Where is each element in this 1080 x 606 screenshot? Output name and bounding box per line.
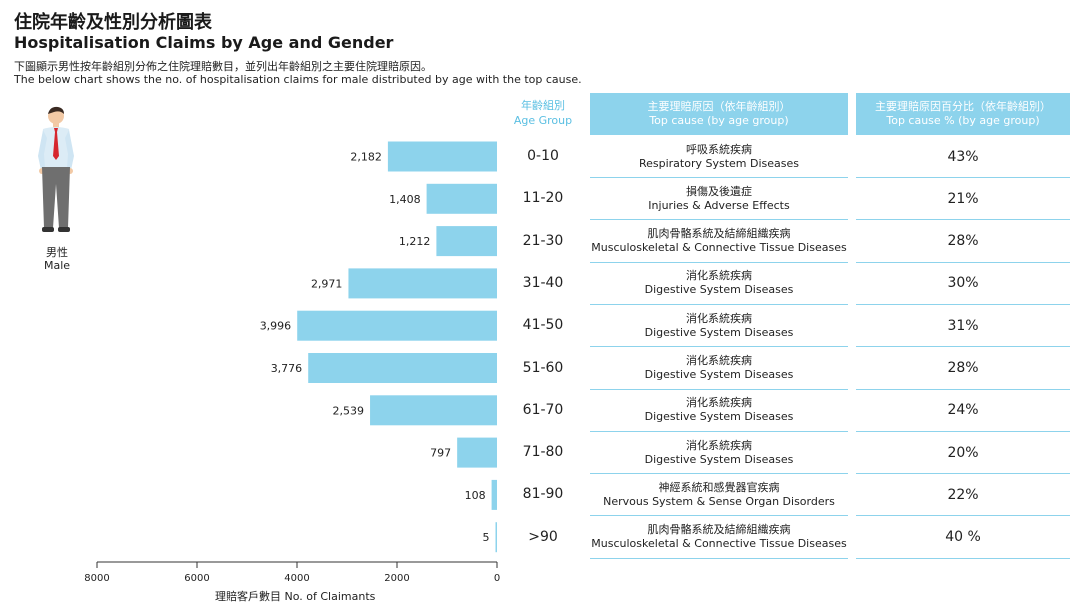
page-title-en: Hospitalisation Claims by Age and Gender [14, 33, 394, 52]
cause-cell: 神經系統和感覺器官疾病 Nervous System & Sense Organ … [590, 474, 848, 517]
bar-value-label: 2,182 [350, 151, 382, 164]
cause-zh: 消化系統疾病 [686, 354, 752, 367]
age-group-label: 11-20 [522, 190, 564, 207]
subtitle-en: The below chart shows the no. of hospita… [14, 73, 582, 86]
cause-zh: 呼吸系統疾病 [686, 142, 752, 156]
cause-cell: 呼吸系統疾病 Respiratory System Diseases [590, 136, 848, 178]
cause-percentage: 24% [856, 390, 1070, 432]
age-group-header: 年齡組別 Age Group [508, 98, 578, 128]
cause-zh: 消化系統疾病 [686, 311, 752, 325]
age-group-label: 21-30 [522, 232, 564, 249]
bar-0-10 [387, 141, 497, 172]
cause-en: Nervous System & Sense Organ Disorders [603, 494, 835, 508]
age-group-label: 61-70 [522, 401, 564, 418]
cause-percentage: 40 % [856, 517, 1070, 559]
bar-31-40 [348, 268, 497, 299]
cause-percentage: 30% [856, 263, 1070, 305]
cause-zh: 損傷及後遺症 [686, 184, 752, 198]
bar-value-label: 1,212 [399, 235, 431, 248]
x-tick-label: 8000 [84, 573, 109, 584]
bar-value-label: 2,971 [311, 277, 343, 290]
bar-11-20 [426, 183, 497, 214]
cause-zh: 肌肉骨骼系統及結締組織疾病 [647, 227, 791, 241]
cause-cell: 肌肉骨骼系統及結締組織疾病 Musculoskeletal & Connectiv… [590, 221, 848, 263]
cause-en: Digestive System Diseases [644, 410, 794, 424]
x-tick-label: 0 [494, 573, 500, 584]
table-header-pct-en: Top cause % (by age group) [886, 114, 1040, 127]
age-group-header-en: Age Group [513, 114, 573, 127]
cause-cell: 消化系統疾病 Digestive System Diseases [590, 305, 848, 348]
age-group-label: 81-90 [522, 486, 564, 503]
bar->90 [495, 522, 497, 553]
subtitle-zh: 下圖顯示男性按年齡組別分佈之住院理賠數目，並列出年齡組別之主要住院理賠原因。 [14, 60, 432, 73]
cause-percentage: 28% [856, 348, 1070, 390]
cause-cell: 消化系統疾病 Digestive System Diseases [590, 263, 848, 305]
cause-percentage: 31% [856, 305, 1070, 348]
male-figure-icon [38, 106, 74, 232]
cause-en: Digestive System Diseases [644, 368, 794, 381]
age-group-label: 71-80 [522, 444, 564, 461]
cause-percentage: 43% [856, 136, 1070, 178]
age-group-label: 51-60 [522, 359, 564, 376]
x-tick-label: 6000 [184, 573, 209, 584]
cause-zh: 消化系統疾病 [686, 396, 752, 410]
cause-en: Digestive System Diseases [644, 325, 794, 339]
cause-zh: 神經系統和感覺器官疾病 [658, 480, 780, 494]
bar-61-70 [370, 395, 497, 426]
bar-value-label: 2,539 [333, 404, 365, 417]
cause-percentage: 21% [856, 178, 1070, 221]
cause-cell: 消化系統疾病 Digestive System Diseases [590, 390, 848, 432]
bar-51-60 [308, 353, 497, 383]
cause-zh: 消化系統疾病 [686, 269, 752, 283]
cause-percentage: 28% [856, 221, 1070, 263]
bar-value-label: 3,996 [260, 320, 292, 333]
bar-value-label: 3,776 [271, 362, 303, 375]
table-header-pct-zh: 主要理賠原因百分比（依年齡組別） [875, 100, 1051, 113]
bar-value-label: 1,408 [389, 193, 421, 206]
bar-value-label: 797 [430, 447, 451, 460]
age-group-label: >90 [528, 528, 558, 545]
cause-zh: 肌肉骨骼系統及結締組織疾病 [647, 523, 791, 537]
cause-cell: 肌肉骨骼系統及結締組織疾病 Musculoskeletal & Connectiv… [590, 517, 848, 559]
bar-21-30 [436, 226, 497, 257]
age-group-header-zh: 年齡組別 [521, 99, 565, 112]
x-axis-title: 理賠客戶數目 No. of Claimants [215, 590, 376, 603]
cause-percentage: 20% [856, 432, 1070, 475]
table-header-pct: 主要理賠原因百分比（依年齡組別） Top cause % (by age gro… [856, 93, 1070, 135]
cause-en: Digestive System Diseases [644, 452, 794, 466]
bar-81-90 [491, 479, 497, 510]
table-header-cause-en: Top cause (by age group) [649, 114, 789, 127]
bar-value-label: 5 [483, 531, 490, 544]
table-header-cause-zh: 主要理賠原因（依年齡組別） [647, 100, 791, 113]
cause-en: Respiratory System Diseases [638, 156, 800, 170]
gender-label-en: Male [43, 259, 71, 272]
cause-cell: 損傷及後遺症 Injuries & Adverse Effects [590, 178, 848, 221]
age-group-label: 0-10 [527, 148, 559, 164]
cause-cell: 消化系統疾病 Digestive System Diseases [590, 348, 848, 390]
bar-value-label: 108 [465, 489, 486, 502]
bar-71-80 [457, 437, 497, 468]
cause-zh: 消化系統疾病 [686, 438, 752, 452]
age-group-label: 41-50 [522, 317, 564, 334]
bar-41-50 [297, 310, 497, 341]
table-header-cause: 主要理賠原因（依年齡組別） Top cause (by age group) [590, 93, 848, 135]
cause-en: Musculoskeletal & Connective Tissue Dise… [591, 537, 847, 551]
x-tick-label: 2000 [384, 573, 409, 584]
x-tick-label: 4000 [284, 573, 309, 584]
cause-en: Musculoskeletal & Connective Tissue Dise… [591, 241, 847, 255]
cause-en: Digestive System Diseases [644, 283, 794, 297]
cause-en: Injuries & Adverse Effects [648, 198, 790, 212]
age-group-label: 31-40 [522, 274, 564, 291]
page-title-zh: 住院年齡及性別分析圖表 [14, 12, 212, 33]
cause-percentage: 22% [856, 474, 1070, 517]
cause-cell: 消化系統疾病 Digestive System Diseases [590, 432, 848, 475]
gender-label-zh: 男性 [46, 246, 68, 259]
